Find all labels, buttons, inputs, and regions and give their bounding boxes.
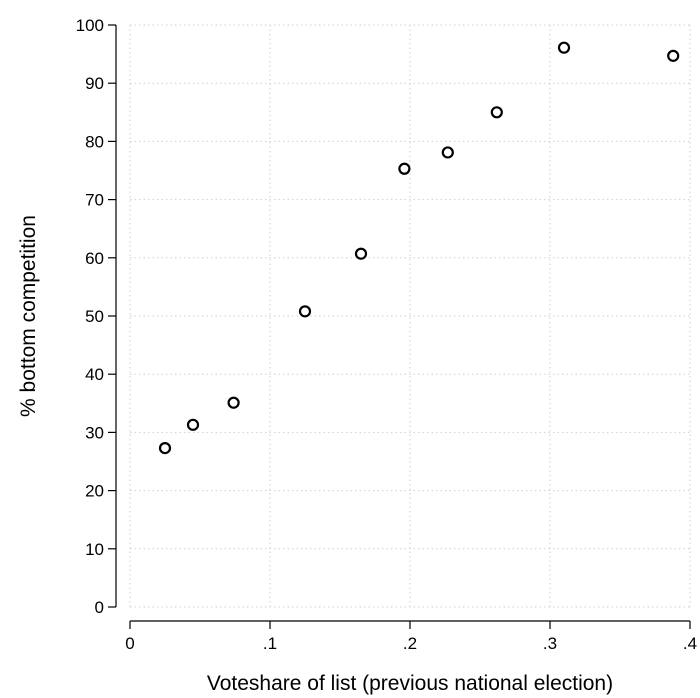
points-layer (158, 41, 680, 455)
y-tick-label: 30 (85, 423, 104, 442)
y-tick-label: 20 (85, 482, 104, 501)
y-tick-label: 40 (85, 365, 104, 384)
x-ticks-layer: 0 .1 .2 .3 .4 (125, 621, 697, 653)
data-point (354, 247, 368, 260)
data-point (490, 106, 503, 119)
data-point (298, 305, 312, 318)
x-tick-label: .4 (683, 634, 697, 653)
data-point (186, 418, 200, 431)
x-tick-label: 0 (125, 634, 134, 653)
y-ticks-layer: 0 10 20 30 40 50 60 70 80 90 100 (76, 16, 116, 617)
y-tick-label: 80 (85, 132, 104, 151)
y-tick-label: 100 (76, 16, 104, 35)
data-point (441, 146, 454, 159)
data-point (398, 162, 411, 175)
data-point (227, 396, 240, 409)
x-axis-label: Voteshare of list (previous national ele… (207, 672, 613, 695)
y-axis-label: % bottom competition (17, 215, 40, 417)
y-tick-label: 90 (85, 74, 104, 93)
y-tick-label: 50 (85, 307, 104, 326)
data-point (158, 442, 172, 455)
y-tick-label: 0 (95, 598, 104, 617)
y-tick-label: 60 (85, 249, 104, 268)
y-tick-label: 70 (85, 191, 104, 210)
data-point (667, 49, 680, 62)
x-tick-label: .2 (403, 634, 417, 653)
y-tick-label: 10 (85, 540, 104, 559)
grid-layer (129, 24, 691, 608)
x-tick-label: .1 (263, 634, 277, 653)
data-point (557, 41, 571, 54)
x-tick-label: .3 (543, 634, 557, 653)
